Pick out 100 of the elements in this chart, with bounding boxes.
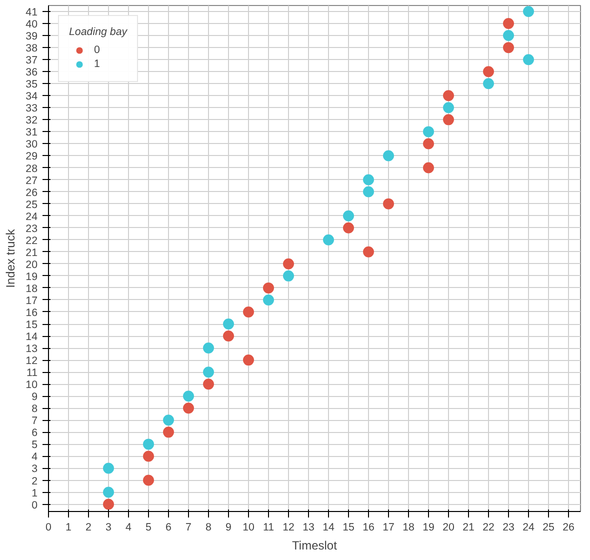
point	[143, 474, 154, 486]
y-tick-label: 41	[26, 6, 38, 19]
x-tick-label: 5	[146, 522, 152, 534]
y-tick-label: 3	[32, 463, 38, 476]
point	[423, 162, 434, 174]
x-tick-label: 14	[322, 522, 334, 534]
point	[103, 462, 114, 474]
point	[203, 366, 214, 378]
x-tick-label: 2	[86, 522, 92, 534]
point	[443, 90, 454, 102]
y-tick-label: 32	[26, 114, 38, 127]
y-tick-label: 8	[32, 403, 38, 416]
y-tick-label: 5	[32, 439, 38, 452]
point	[423, 138, 434, 150]
y-axis-title: Index truck	[4, 228, 18, 288]
point	[283, 258, 294, 270]
y-tick-label: 4	[32, 451, 38, 464]
y-tick-label: 7	[32, 415, 38, 428]
point	[203, 378, 214, 390]
point	[383, 150, 394, 162]
point	[503, 18, 514, 30]
point	[223, 318, 234, 330]
x-tick-label: 20	[442, 522, 454, 534]
point	[363, 174, 374, 186]
y-tick-label: 1	[32, 487, 38, 500]
x-tick-label: 13	[302, 522, 314, 534]
x-tick-label: 19	[422, 522, 434, 534]
point	[503, 42, 514, 54]
x-tick-label: 1	[66, 522, 72, 534]
x-tick-label: 6	[166, 522, 172, 534]
x-tick-label: 10	[242, 522, 254, 534]
x-tick-label: 24	[522, 522, 534, 534]
legend-title: Loading bay	[69, 26, 128, 38]
point	[243, 354, 254, 366]
x-tick-label: 21	[462, 522, 474, 534]
x-tick-label: 23	[502, 522, 514, 534]
y-tick-label: 24	[26, 210, 38, 223]
legend-label: 1	[94, 57, 101, 71]
point	[383, 198, 394, 210]
y-tick-label: 18	[26, 282, 38, 295]
x-tick-label: 22	[482, 522, 494, 534]
y-tick-label: 0	[32, 499, 38, 512]
point	[423, 126, 434, 138]
y-tick-label: 16	[26, 306, 38, 319]
y-tick-label: 30	[26, 138, 38, 151]
y-tick-label: 38	[26, 42, 38, 55]
y-tick-label: 2	[32, 475, 38, 488]
y-tick-label: 26	[26, 186, 38, 199]
point	[243, 306, 254, 318]
y-tick-label: 40	[26, 18, 38, 31]
point	[203, 342, 214, 354]
y-tick-label: 25	[26, 198, 38, 211]
y-tick-label: 33	[26, 102, 38, 115]
y-tick-label: 28	[26, 162, 38, 175]
x-tick-label: 15	[342, 522, 354, 534]
x-tick-label: 9	[226, 522, 232, 534]
point	[183, 390, 194, 402]
x-tick-label: 0	[46, 522, 52, 534]
point	[323, 234, 334, 246]
x-axis-title: Timeslot	[292, 538, 338, 552]
point	[263, 282, 274, 294]
x-tick-label: 7	[186, 522, 192, 534]
y-tick-label: 23	[26, 222, 38, 235]
x-tick-label: 25	[542, 522, 554, 534]
point	[223, 330, 234, 342]
y-tick-label: 13	[26, 343, 38, 356]
y-tick-label: 9	[32, 391, 38, 404]
point	[163, 414, 174, 426]
y-tick-label: 27	[26, 174, 38, 187]
x-tick-label: 12	[282, 522, 294, 534]
point	[343, 222, 354, 234]
y-tick-label: 35	[26, 78, 38, 91]
y-tick-label: 20	[26, 258, 38, 271]
point	[343, 210, 354, 222]
point	[483, 66, 494, 78]
x-tick-label: 18	[402, 522, 414, 534]
x-tick-label: 4	[126, 522, 132, 534]
point	[483, 78, 494, 90]
x-tick-label: 26	[562, 522, 574, 534]
point	[163, 426, 174, 438]
y-tick-label: 10	[26, 379, 38, 392]
point	[143, 438, 154, 450]
y-tick-label: 15	[26, 319, 38, 332]
point	[283, 270, 294, 282]
point	[143, 450, 154, 462]
x-tick-label: 8	[206, 522, 212, 534]
point	[363, 186, 374, 198]
x-tick-label: 3	[106, 522, 112, 534]
point	[503, 30, 514, 42]
point	[263, 294, 274, 306]
point	[103, 498, 114, 510]
x-tick-label: 16	[362, 522, 374, 534]
y-tick-label: 11	[26, 367, 38, 380]
y-tick-label: 14	[26, 331, 38, 344]
y-tick-label: 17	[26, 294, 38, 307]
x-tick-label: 11	[262, 522, 274, 534]
point	[443, 114, 454, 126]
y-tick-label: 22	[26, 234, 38, 247]
point	[363, 246, 374, 258]
point	[443, 102, 454, 114]
